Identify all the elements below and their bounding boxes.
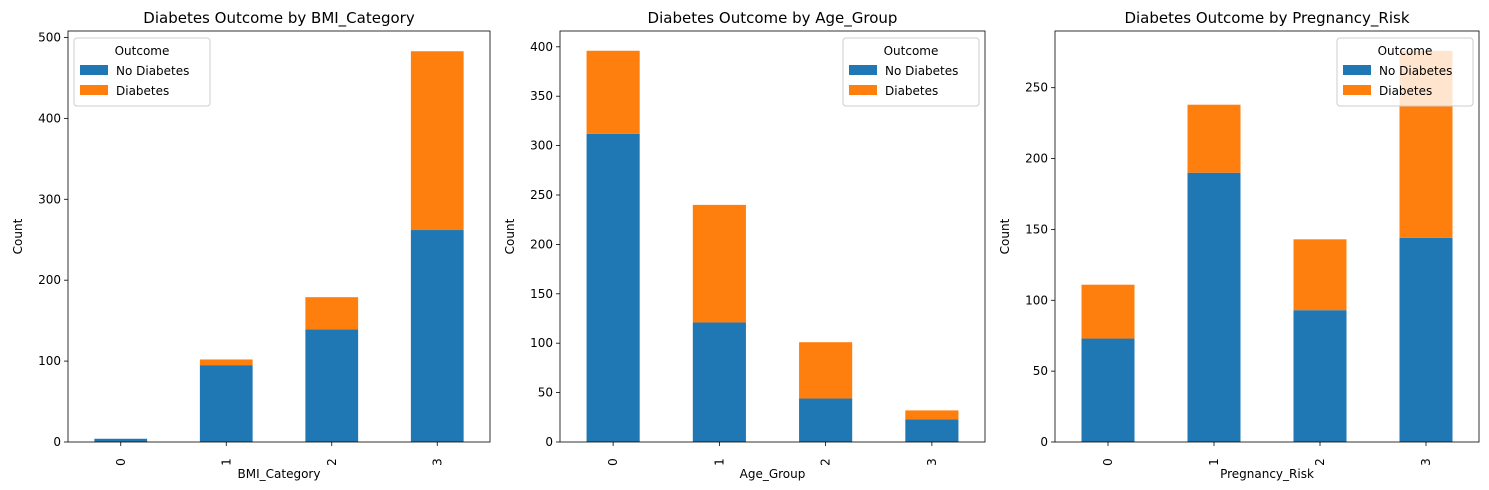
chart-title: Diabetes Outcome by Pregnancy_Risk xyxy=(1124,9,1409,28)
x-tick-label: 3 xyxy=(925,458,939,466)
legend-swatch-no-diabetes xyxy=(1343,65,1371,75)
y-tick-label: 350 xyxy=(530,89,553,103)
bar-no-diabetes-0 xyxy=(1081,338,1135,442)
x-tick-label: 0 xyxy=(606,458,620,466)
chart-title: Diabetes Outcome by Age_Group xyxy=(648,9,898,28)
legend-swatch-diabetes xyxy=(1343,85,1371,95)
x-tick-label: 0 xyxy=(1101,458,1115,466)
x-tick-label: 1 xyxy=(219,458,233,466)
x-axis-label: Pregnancy_Risk xyxy=(1220,467,1314,481)
chart-2: 0 1 2 3 0 50 100 150 200 250 300 350 400 Diabetes Out… xyxy=(503,9,986,481)
legend-swatch-no-diabetes xyxy=(80,65,108,75)
y-tick-label: 200 xyxy=(38,273,61,287)
plot-frame xyxy=(67,30,491,443)
bar-diabetes-0 xyxy=(1081,284,1135,339)
legend-label: Diabetes xyxy=(116,84,169,98)
x-tick-label: 2 xyxy=(819,458,833,466)
bar-diabetes-3 xyxy=(905,410,959,420)
chart-1: 0 1 2 3 0 100 200 300 400 500 Diabetes Outcome by … xyxy=(11,9,491,481)
plot-frame xyxy=(1054,30,1480,443)
legend-title: Outcome xyxy=(884,44,939,58)
legend-swatch-diabetes xyxy=(80,85,108,95)
y-tick-label: 500 xyxy=(38,30,61,44)
y-tick-label: 200 xyxy=(1025,152,1048,166)
x-tick-label: 3 xyxy=(1419,458,1433,466)
y-tick-label: 250 xyxy=(1025,81,1048,95)
y-tick-label: 250 xyxy=(530,188,553,202)
y-axis-label: Count xyxy=(998,218,1012,254)
y-tick-label: 100 xyxy=(530,336,553,350)
bar-no-diabetes-1 xyxy=(1187,172,1241,442)
bar-no-diabetes-2 xyxy=(1293,310,1347,442)
legend-swatch-no-diabetes xyxy=(849,65,877,75)
x-tick-label: 1 xyxy=(1207,458,1221,466)
bar-no-diabetes-1 xyxy=(199,365,253,442)
bar-no-diabetes-3 xyxy=(410,230,464,442)
bar-diabetes-2 xyxy=(1293,239,1347,311)
bar-no-diabetes-3 xyxy=(1399,237,1453,442)
bar-diabetes-1 xyxy=(692,204,746,323)
y-tick-label: 0 xyxy=(545,435,553,449)
x-tick-label: 3 xyxy=(430,458,444,466)
x-tick-label: 1 xyxy=(712,458,726,466)
bar-diabetes-2 xyxy=(305,297,359,330)
bar-diabetes-1 xyxy=(1187,104,1241,173)
plot-frame xyxy=(559,30,986,443)
y-axis-label: Count xyxy=(503,218,517,254)
bar-no-diabetes-3 xyxy=(905,419,959,442)
x-tick-label: 0 xyxy=(114,458,128,466)
bar-diabetes-1 xyxy=(199,359,253,366)
y-tick-label: 300 xyxy=(38,192,61,206)
y-tick-label: 400 xyxy=(530,40,553,54)
y-tick-label: 150 xyxy=(1025,222,1048,236)
x-axis-label: Age_Group xyxy=(740,467,806,481)
bar-no-diabetes-2 xyxy=(305,329,359,442)
bar-no-diabetes-2 xyxy=(799,398,853,442)
bar-diabetes-0 xyxy=(586,50,640,134)
legend-label: Diabetes xyxy=(885,84,938,98)
x-tick-label: 2 xyxy=(325,458,339,466)
y-tick-label: 400 xyxy=(38,111,61,125)
legend-swatch-diabetes xyxy=(849,85,877,95)
legend: Outcome No Diabetes Diabetes xyxy=(73,37,211,107)
legend-label: No Diabetes xyxy=(1379,64,1452,78)
y-tick-label: 300 xyxy=(530,139,553,153)
bar-diabetes-3 xyxy=(410,51,464,231)
y-axis-label: Count xyxy=(11,218,25,254)
y-tick-label: 50 xyxy=(538,386,553,400)
chart-title: Diabetes Outcome by BMI_Category xyxy=(143,9,415,28)
x-tick-label: 2 xyxy=(1313,458,1327,466)
chart-3: 0 1 2 3 0 50 100 150 200 250 Diabetes Outcome by P… xyxy=(998,9,1480,481)
legend: Outcome No Diabetes Diabetes xyxy=(1336,37,1474,107)
legend-label: Diabetes xyxy=(1379,84,1432,98)
y-tick-label: 50 xyxy=(1033,364,1048,378)
y-tick-label: 0 xyxy=(53,435,61,449)
bar-no-diabetes-0 xyxy=(94,438,148,442)
y-tick-label: 150 xyxy=(530,287,553,301)
legend-label: No Diabetes xyxy=(116,64,189,78)
x-axis-label: BMI_Category xyxy=(238,467,321,481)
legend-label: No Diabetes xyxy=(885,64,958,78)
legend: Outcome No Diabetes Diabetes xyxy=(842,37,980,107)
y-tick-label: 0 xyxy=(1040,435,1048,449)
y-tick-label: 200 xyxy=(530,237,553,251)
bar-no-diabetes-0 xyxy=(586,133,640,442)
y-tick-label: 100 xyxy=(38,354,61,368)
legend-title: Outcome xyxy=(115,44,170,58)
y-tick-label: 100 xyxy=(1025,293,1048,307)
bar-no-diabetes-1 xyxy=(692,322,746,442)
bar-diabetes-2 xyxy=(799,342,853,399)
legend-title: Outcome xyxy=(1378,44,1433,58)
